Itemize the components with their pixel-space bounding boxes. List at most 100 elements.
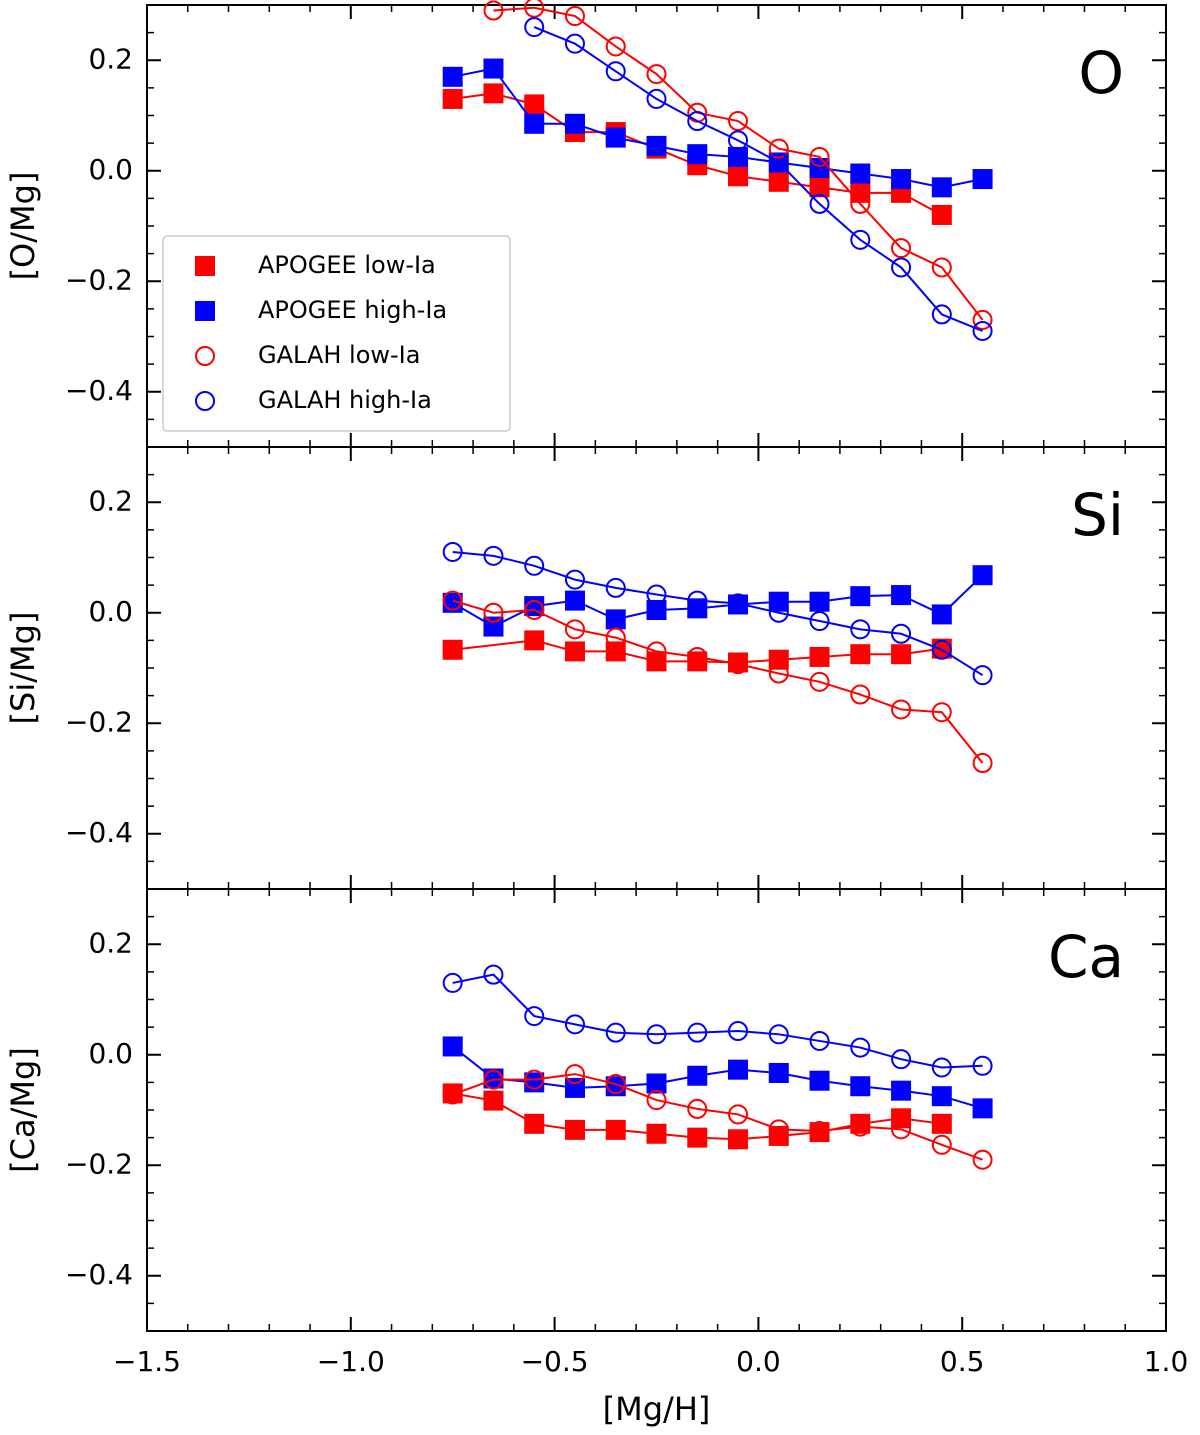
circle-marker (809, 146, 830, 167)
circle-marker (809, 1030, 830, 1051)
square-marker (850, 163, 871, 184)
y-axis-label: [Si/Mg] (4, 612, 42, 725)
circle-marker (564, 1064, 585, 1085)
circle-marker (687, 590, 708, 611)
square-marker (442, 88, 463, 109)
circle-marker (931, 1057, 952, 1078)
square-marker (972, 565, 993, 586)
circle-marker (891, 623, 912, 644)
x-tick-label: −1.5 (113, 1345, 181, 1378)
square-marker (728, 1129, 749, 1150)
circle-marker (972, 1055, 993, 1076)
square-marker (442, 1083, 463, 1104)
square-marker (483, 58, 504, 79)
circle-marker (768, 602, 789, 623)
circle-marker (646, 64, 667, 85)
square-marker (564, 1119, 585, 1140)
circle-marker (646, 88, 667, 109)
y-tick-label: −0.2 (65, 705, 133, 738)
circle-marker (768, 1119, 789, 1140)
circle-marker (728, 593, 749, 614)
circle-marker (687, 1098, 708, 1119)
circle-marker (646, 641, 667, 662)
circle-marker (524, 1069, 545, 1090)
square-marker (728, 594, 749, 615)
square-marker (891, 1108, 912, 1129)
circle-marker (524, 0, 545, 18)
square-marker (931, 1113, 952, 1134)
square-marker (483, 83, 504, 104)
circle-marker (728, 1104, 749, 1125)
circle-marker (891, 699, 912, 720)
circle-marker (809, 671, 830, 692)
y-tick-label: 0.2 (88, 926, 133, 959)
square-marker (972, 1098, 993, 1119)
square-marker (605, 609, 626, 630)
circle-marker (809, 611, 830, 632)
square-marker (809, 177, 830, 198)
square-marker (850, 644, 871, 665)
circle-marker (972, 753, 993, 774)
x-axis-label: [Mg/H] (603, 1390, 711, 1428)
circle-marker (646, 584, 667, 605)
circle-marker (850, 619, 871, 640)
square-marker (524, 1113, 545, 1134)
circle-marker (972, 665, 993, 686)
square-marker (728, 1059, 749, 1080)
circle-marker (564, 33, 585, 54)
circle-marker (891, 1049, 912, 1070)
circle-marker (931, 702, 952, 723)
circle-marker (972, 320, 993, 341)
circle-marker (931, 1134, 952, 1155)
circle-marker (972, 1149, 993, 1170)
panel-annotation: Si (1071, 481, 1124, 549)
square-marker (972, 169, 993, 190)
square-marker (687, 144, 708, 165)
circle-marker (483, 602, 504, 623)
square-marker (442, 1036, 463, 1057)
series-line (452, 599, 984, 764)
circle-marker (850, 229, 871, 250)
panel-annotation: O (1078, 39, 1124, 107)
square-marker (768, 171, 789, 192)
circle-marker (972, 309, 993, 330)
y-tick-label: 0.0 (88, 595, 133, 628)
circle-marker (768, 138, 789, 159)
square-marker (809, 591, 830, 612)
square-marker (524, 94, 545, 115)
y-tick-label: −0.2 (65, 263, 133, 296)
circle-marker (564, 1014, 585, 1035)
square-marker (891, 1080, 912, 1101)
square-marker (483, 1090, 504, 1111)
square-marker (646, 135, 667, 156)
square-marker (768, 1062, 789, 1083)
circle-marker (605, 627, 626, 648)
square-marker (728, 166, 749, 187)
square-marker (931, 604, 952, 625)
x-tick-label: −1.0 (317, 1345, 385, 1378)
circle-marker (728, 130, 749, 151)
y-axis-label: [Ca/Mg] (4, 1047, 42, 1173)
y-tick-label: −0.4 (65, 816, 133, 849)
circle-marker (564, 569, 585, 590)
circle-marker (605, 577, 626, 598)
square-marker (728, 146, 749, 167)
circle-marker (891, 257, 912, 278)
square-marker (442, 66, 463, 87)
circle-marker (646, 1090, 667, 1111)
panel: 0.2 0.0 −0.2 −0.4 −1.5 −1.0 −0.5 0.0 0.5 1.0 [Ca/M… (4, 888, 1189, 1428)
square-marker (564, 113, 585, 134)
square-marker (931, 1086, 952, 1107)
y-tick-label: 0.0 (88, 1037, 133, 1070)
x-tick-label: 1.0 (1144, 1345, 1189, 1378)
square-marker (605, 1119, 626, 1140)
circle-marker (605, 36, 626, 57)
y-axis-label: [O/Mg] (4, 172, 42, 281)
square-marker (850, 586, 871, 607)
circle-marker (768, 663, 789, 684)
circle-marker (768, 1024, 789, 1045)
circle-marker (728, 1020, 749, 1041)
series-line (452, 550, 984, 677)
legend-marker (195, 346, 215, 366)
